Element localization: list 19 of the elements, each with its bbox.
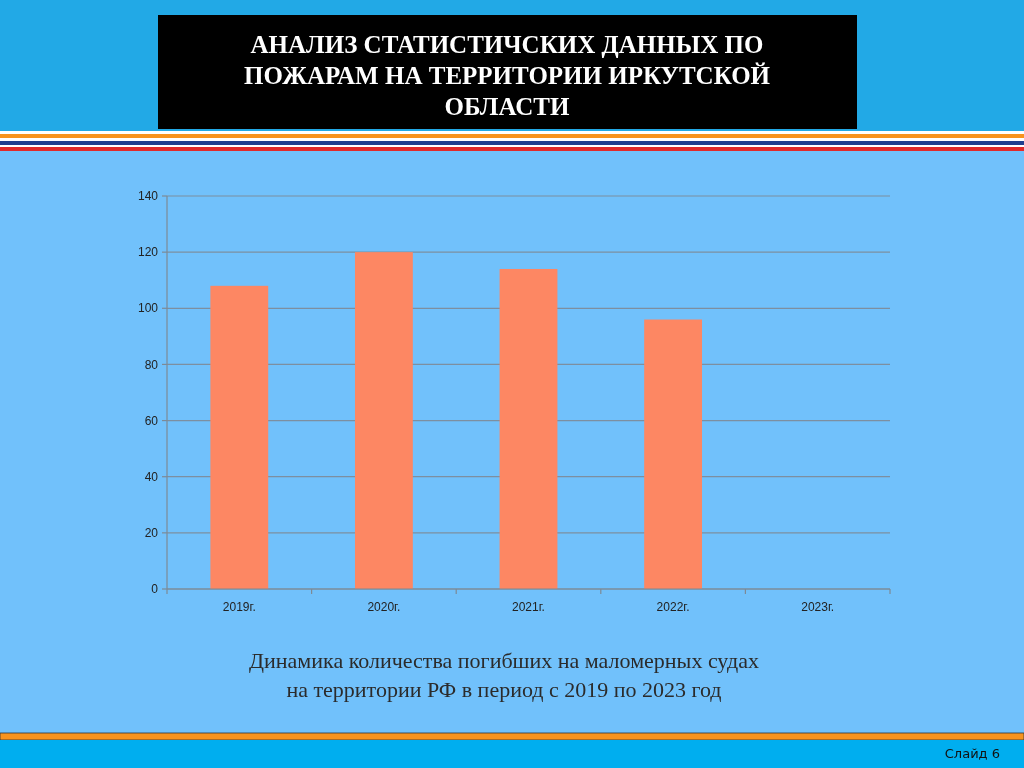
text: Слайд 6 (944, 746, 1000, 761)
y-tick-label: 60 (144, 413, 159, 428)
bar (644, 319, 703, 589)
x-tick-label: 2020г. (367, 600, 401, 614)
y-tick-label: 40 (144, 469, 159, 484)
x-tick-label: 2023г. (801, 600, 835, 614)
y-tick-label: 20 (144, 526, 159, 541)
x-tick-label: 2021г. (512, 600, 545, 614)
y-tick-label: 120 (137, 245, 159, 260)
y-tick-label: 140 (137, 189, 159, 204)
bar (210, 285, 269, 589)
y-tick-label: 80 (144, 357, 159, 372)
x-tick-label: 2019г. (222, 600, 256, 614)
y-tick-label: 0 (151, 582, 159, 597)
text: Динамика количества погибших на маломерных судах на территории РФ в период с 2019 по 2023 год (249, 648, 759, 702)
y-tick-label: 100 (137, 301, 159, 316)
x-tick-label: 2022г. (656, 600, 690, 614)
bar (354, 252, 413, 589)
bar (499, 268, 558, 589)
